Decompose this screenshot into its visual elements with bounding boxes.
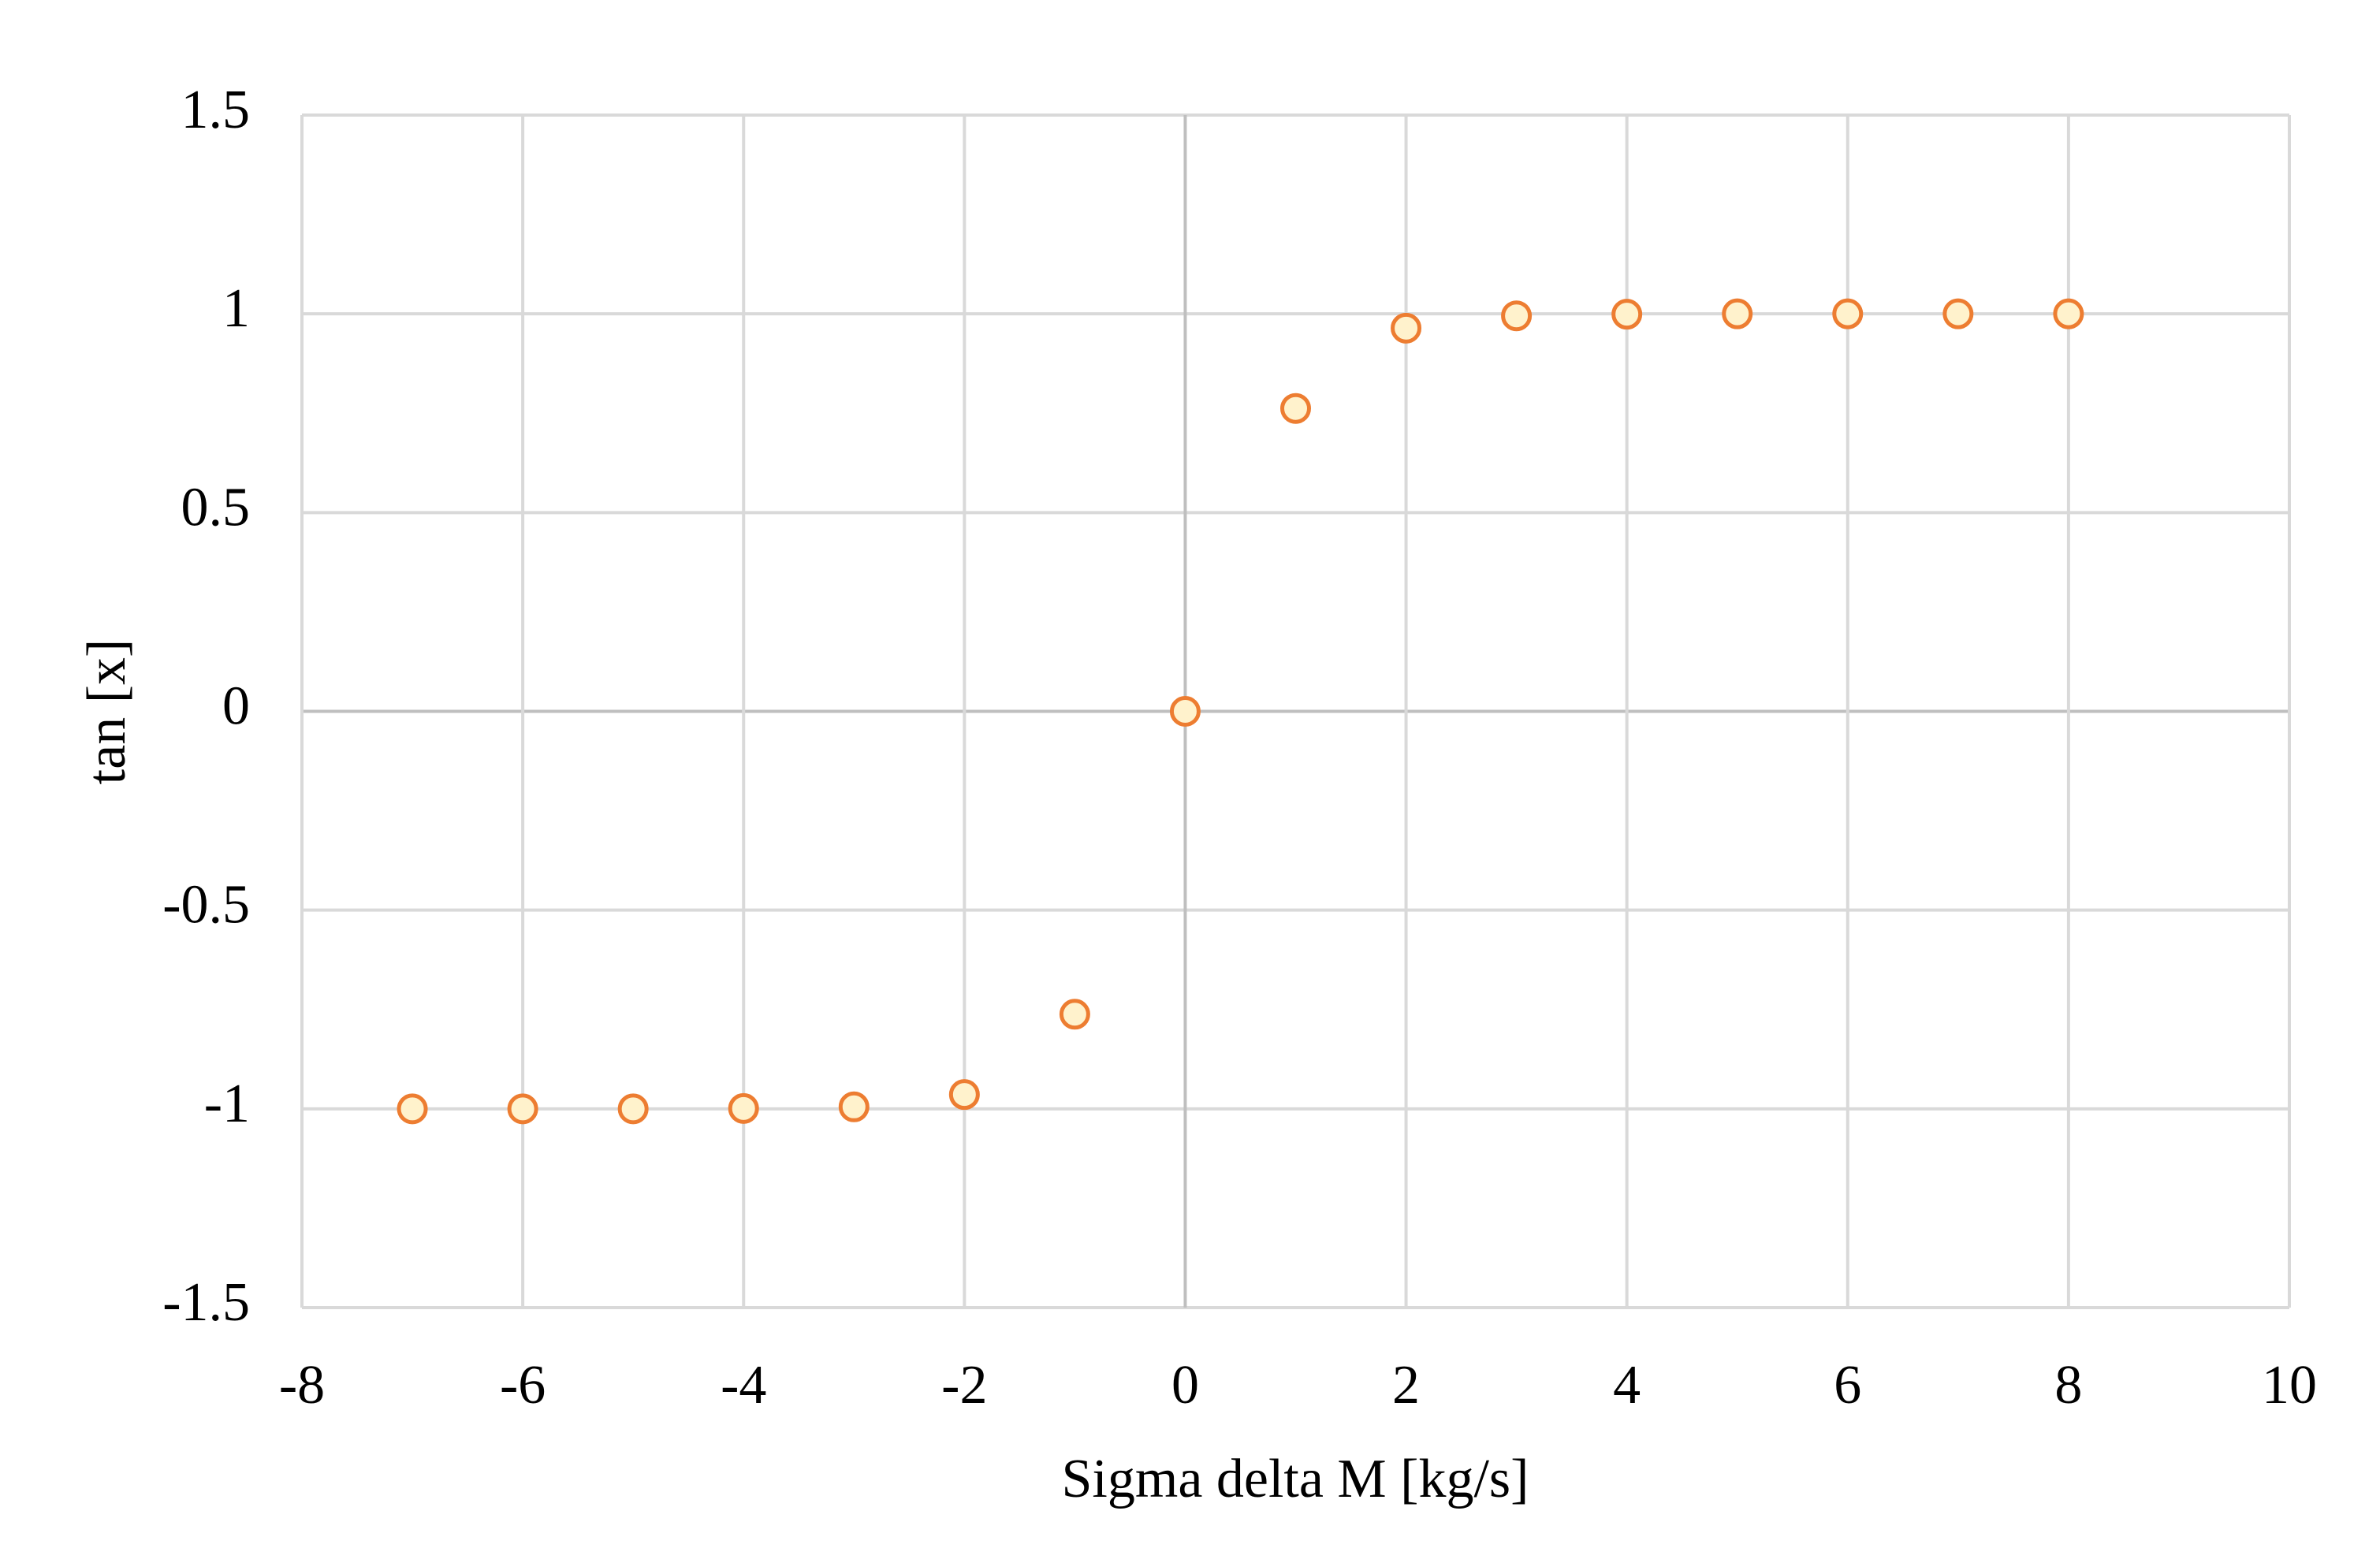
y-tick-label: 1 bbox=[222, 278, 250, 339]
y-tick-label: -1 bbox=[204, 1074, 250, 1134]
point bbox=[1501, 300, 1533, 332]
y-tick-label: -1.5 bbox=[162, 1272, 250, 1333]
y-tick-label: 0 bbox=[222, 676, 250, 737]
y-axis-title: tan [x] bbox=[76, 639, 137, 785]
x-tick-label: -2 bbox=[941, 1355, 987, 1416]
point bbox=[507, 1093, 538, 1125]
y-tick-label: 0.5 bbox=[181, 477, 251, 538]
point bbox=[948, 1079, 980, 1111]
x-axis-title: Sigma delta M [kg/s] bbox=[1062, 1449, 1529, 1509]
x-tick-label: 4 bbox=[1613, 1355, 1641, 1416]
x-tick-label: 10 bbox=[2262, 1355, 2317, 1416]
x-tick-label: 8 bbox=[2054, 1355, 2082, 1416]
point bbox=[1391, 312, 1422, 344]
point bbox=[838, 1091, 870, 1122]
point bbox=[1832, 298, 1864, 329]
point bbox=[1611, 299, 1643, 330]
point bbox=[1722, 298, 1753, 329]
x-tick-label: -8 bbox=[279, 1355, 325, 1416]
x-tick-label: 6 bbox=[1834, 1355, 1861, 1416]
point bbox=[2053, 298, 2084, 329]
y-tick-label: -0.5 bbox=[162, 875, 250, 936]
y-tick-label: 1.5 bbox=[181, 80, 251, 140]
point bbox=[397, 1093, 428, 1125]
point bbox=[1169, 696, 1201, 727]
x-tick-label: 2 bbox=[1392, 1355, 1420, 1416]
x-tick-label: 0 bbox=[1171, 1355, 1199, 1416]
point bbox=[728, 1092, 759, 1124]
point bbox=[1059, 999, 1090, 1030]
x-tick-label: -4 bbox=[721, 1355, 766, 1416]
x-tick-label: -6 bbox=[500, 1355, 546, 1416]
point bbox=[617, 1093, 649, 1125]
point bbox=[1942, 298, 1974, 329]
point bbox=[1280, 393, 1311, 424]
